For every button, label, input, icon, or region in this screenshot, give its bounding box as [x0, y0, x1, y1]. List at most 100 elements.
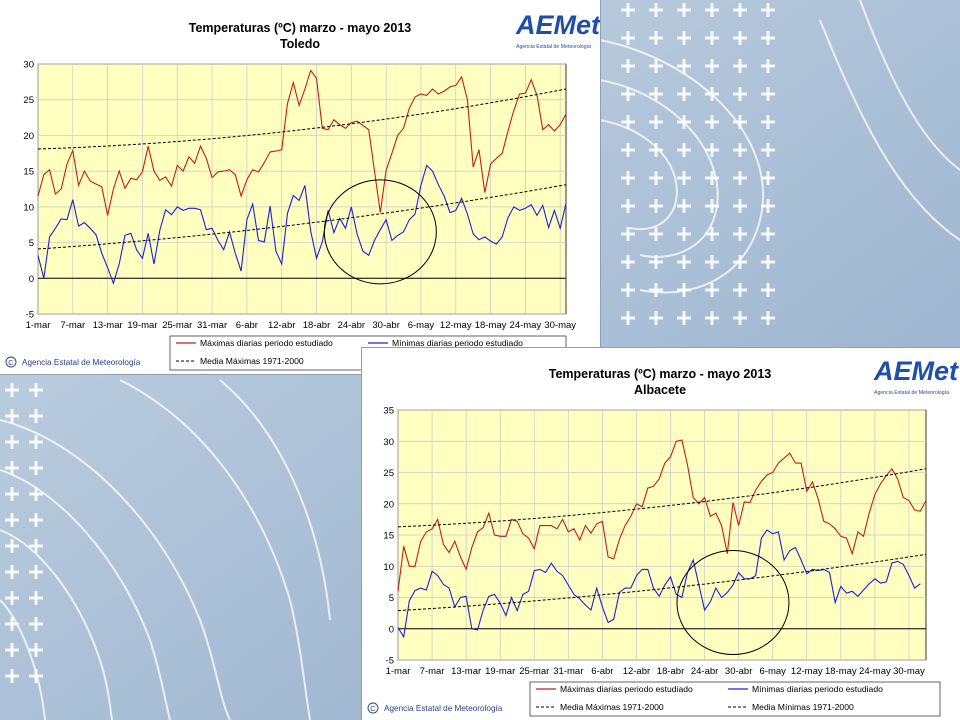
- x-tick-label: 30-may: [893, 666, 925, 677]
- x-tick-label: 24-abr: [338, 320, 365, 331]
- plus-mark: [10, 383, 14, 397]
- legend-min-label: Mínimas diarias periodo estudiado: [392, 338, 523, 348]
- plus-mark: [682, 171, 686, 185]
- plus-mark: [766, 3, 770, 17]
- x-tick-label: 12-abr: [268, 320, 295, 331]
- legend-mean-max-label: Media Máximas 1971-2000: [200, 356, 304, 366]
- plus-mark: [654, 227, 658, 241]
- plus-mark: [34, 513, 38, 527]
- plus-mark: [766, 59, 770, 73]
- plus-mark: [710, 283, 714, 297]
- chart-title: Temperaturas (ºC) marzo - mayo 2013: [549, 367, 772, 381]
- credit-text: Agencia Estatal de Meteorología: [384, 704, 503, 713]
- plus-mark: [654, 115, 658, 129]
- series-line-media: [397, 468, 927, 528]
- plus-mark: [34, 409, 38, 423]
- plus-mark: [10, 669, 14, 683]
- y-tick-label: 25: [383, 468, 394, 479]
- plus-mark: [654, 87, 658, 101]
- x-tick-label: 18-abr: [657, 666, 684, 677]
- copyright-glyph: C: [8, 360, 13, 367]
- plus-mark: [738, 171, 742, 185]
- plus-mark: [738, 59, 742, 73]
- chart-subtitle: Albacete: [634, 383, 686, 397]
- plus-mark: [654, 311, 658, 325]
- plus-mark: [10, 643, 14, 657]
- annotation-circle: [676, 550, 790, 655]
- chart-panel-albacete: Temperaturas (ºC) marzo - mayo 2013 Alba…: [362, 348, 960, 720]
- x-tick-label: 1-mar: [26, 320, 51, 331]
- plus-mark: [710, 311, 714, 325]
- y-tick-label: 20: [383, 499, 394, 510]
- plus-mark: [10, 461, 14, 475]
- legend-max-label: Máximas diarias periodo estudiado: [200, 338, 333, 348]
- y-tick-label: 10: [383, 562, 394, 573]
- credit: C Agencia Estatal de Meteorología: [5, 356, 141, 368]
- x-tick-label: 7-mar: [420, 666, 445, 677]
- logo-subtitle: Agencia Estatal de Meteorología: [874, 390, 949, 396]
- y-tick-label: 5: [29, 238, 34, 249]
- plus-mark: [654, 59, 658, 73]
- plus-mark: [34, 435, 38, 449]
- chart-title: Temperaturas (ºC) marzo - mayo 2013: [189, 21, 412, 35]
- plus-mark: [34, 487, 38, 501]
- y-tick-label: 30: [23, 60, 34, 71]
- x-tick-label: 6-abr: [236, 320, 258, 331]
- plus-mark: [626, 3, 630, 17]
- plus-mark: [34, 643, 38, 657]
- plus-mark: [10, 513, 14, 527]
- series-line-media: [37, 184, 567, 250]
- annotation-circle: [323, 179, 437, 285]
- plus-mark: [682, 87, 686, 101]
- legend-box: [529, 681, 941, 717]
- plus-mark: [710, 227, 714, 241]
- plus-mark: [626, 171, 630, 185]
- plot-area: -5 0 5 10 15 20 25 30 1-mar 7-mar 13-mar 19-mar 25-m…: [23, 60, 576, 332]
- x-tick-label: 18-may: [825, 666, 857, 677]
- x-tick-label: 25-mar: [519, 666, 549, 677]
- x-tick-label: 19-mar: [485, 666, 515, 677]
- series-line-maximas: [397, 439, 927, 592]
- x-tick-label: 13-mar: [93, 320, 123, 331]
- plus-mark: [626, 115, 630, 129]
- plus-mark: [626, 227, 630, 241]
- plus-mark: [766, 227, 770, 241]
- credit-text: Agencia Estatal de Meteorología: [22, 358, 141, 367]
- plus-mark: [710, 87, 714, 101]
- x-tick-label: 13-mar: [451, 666, 481, 677]
- y-tick-label: 15: [23, 167, 34, 178]
- y-tick-label: 15: [383, 531, 394, 542]
- y-tick-label: -5: [26, 310, 34, 321]
- plus-mark: [626, 255, 630, 269]
- plus-mark: [766, 31, 770, 45]
- plus-mark: [682, 311, 686, 325]
- x-tick-label: 12-abr: [623, 666, 650, 677]
- plus-mark: [10, 409, 14, 423]
- plus-mark: [682, 283, 686, 297]
- plus-mark: [34, 383, 38, 397]
- legend: Máximas diarias periodo estudiado Mínima…: [529, 681, 941, 717]
- plus-mark: [738, 143, 742, 157]
- plus-mark: [10, 617, 14, 631]
- plus-mark: [10, 591, 14, 605]
- y-tick-label: 0: [29, 274, 34, 285]
- plus-mark: [710, 115, 714, 129]
- x-tick-label: 12-may: [440, 320, 472, 331]
- legend-min-label: Mínimas diarias periodo estudiado: [752, 684, 883, 694]
- logo-text: AEMet: [873, 356, 959, 386]
- x-tick-label: 24-abr: [691, 666, 718, 677]
- legend-mean-min-label: Media Mínimas 1971-2000: [752, 702, 854, 712]
- plus-mark: [710, 143, 714, 157]
- plus-mark: [34, 669, 38, 683]
- legend-mean-max-label: Media Máximas 1971-2000: [560, 702, 664, 712]
- x-tick-label: 30-may: [544, 320, 576, 331]
- y-tick-label: 10: [23, 202, 34, 213]
- plus-mark: [682, 59, 686, 73]
- legend-max-label: Máximas diarias periodo estudiado: [560, 684, 693, 694]
- plus-mark: [682, 31, 686, 45]
- y-tick-label: 5: [389, 593, 394, 604]
- series-line-maximas: [37, 69, 567, 216]
- plus-mark: [10, 565, 14, 579]
- plus-mark: [710, 31, 714, 45]
- copyright-glyph: C: [370, 706, 375, 713]
